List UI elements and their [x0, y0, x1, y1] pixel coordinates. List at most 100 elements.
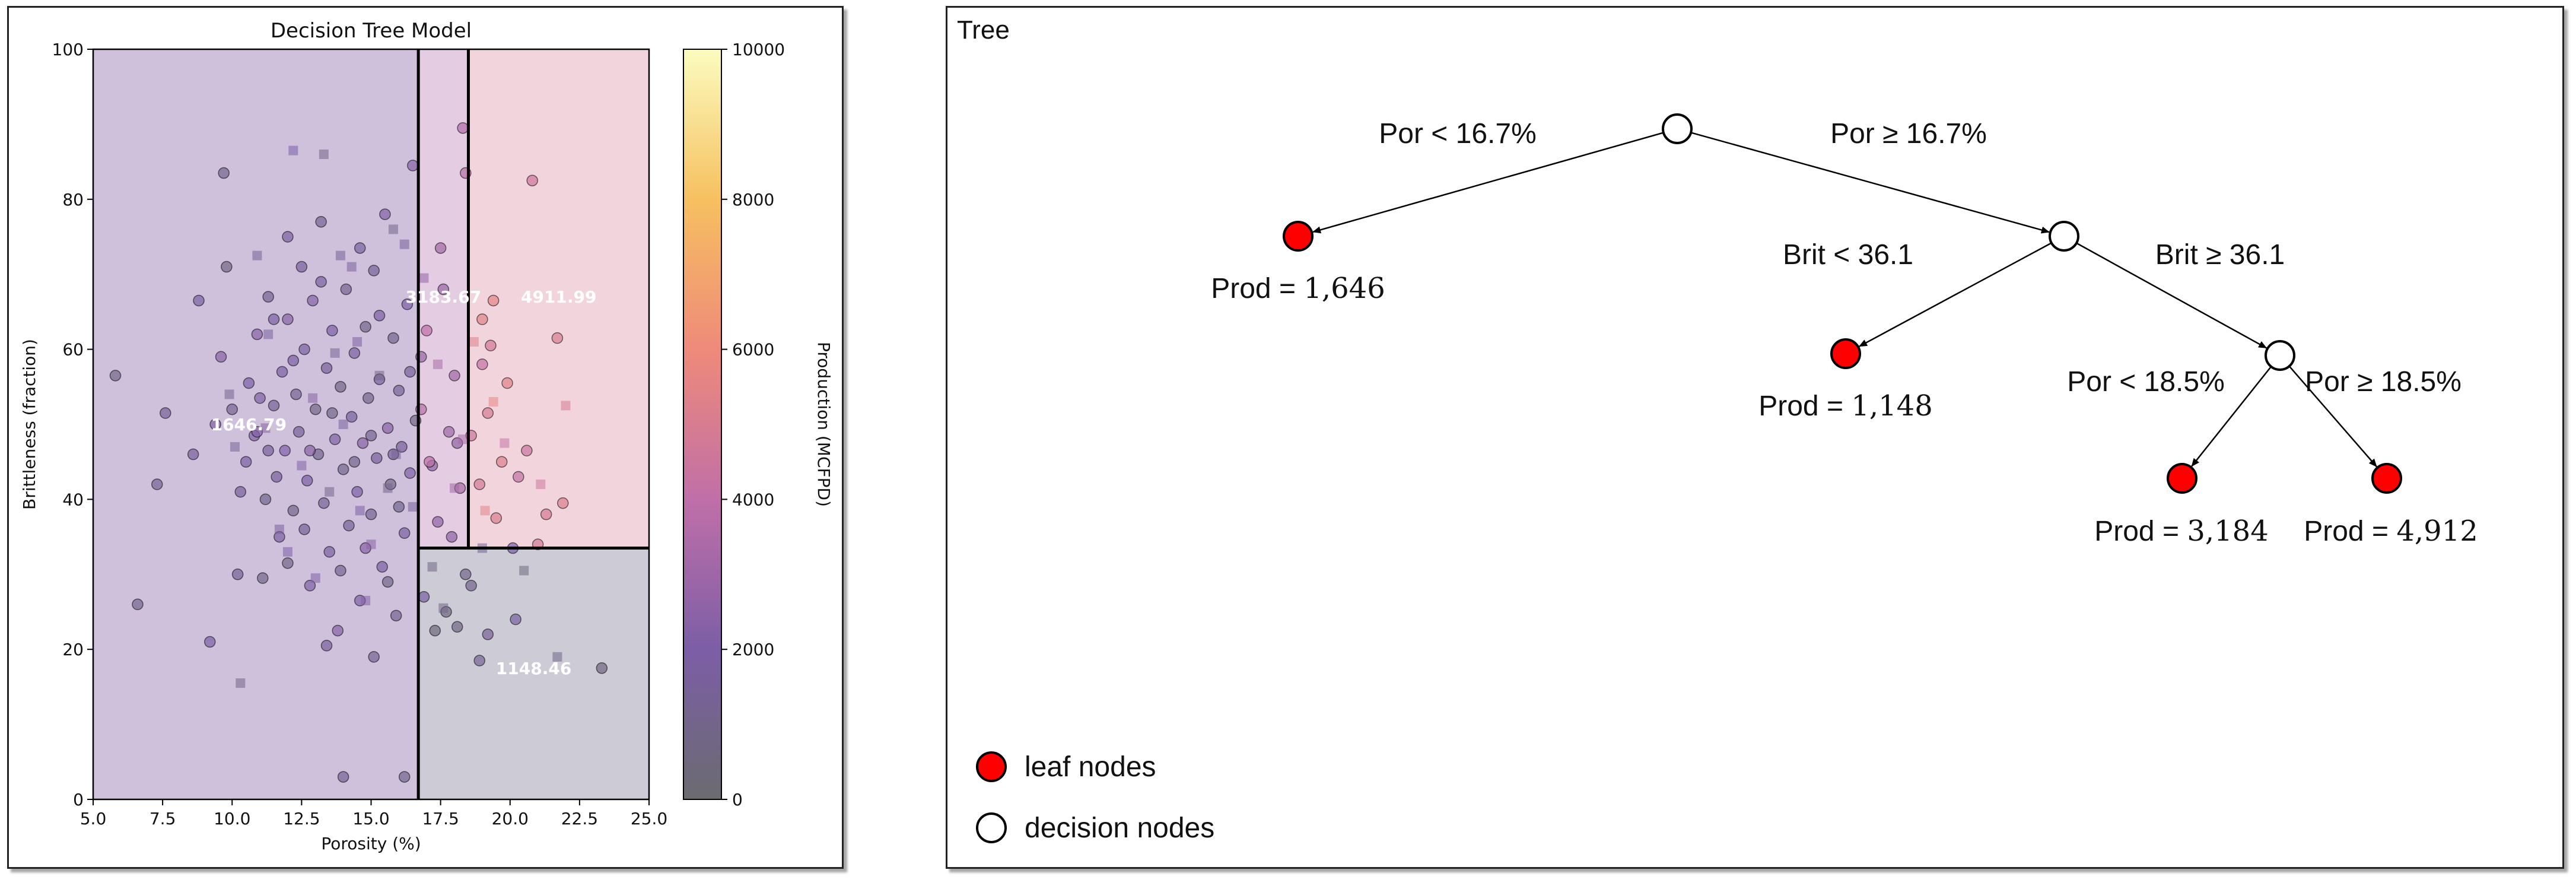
- colorbar-tick-label: 0: [732, 790, 743, 809]
- data-point: [368, 265, 380, 277]
- data-point: [438, 603, 449, 613]
- colorbar-tick-label: 4000: [732, 490, 774, 509]
- data-point: [282, 313, 294, 325]
- data-point: [279, 444, 291, 456]
- data-point: [469, 336, 479, 347]
- data-point: [396, 441, 408, 453]
- data-point: [374, 370, 384, 380]
- data-point: [325, 487, 335, 497]
- leaf-node: [1283, 221, 1314, 252]
- data-point: [340, 283, 352, 296]
- data-point: [495, 456, 508, 468]
- data-point: [360, 320, 371, 333]
- data-point: [419, 273, 429, 283]
- data-point: [338, 420, 348, 429]
- data-point: [429, 624, 441, 637]
- region-prediction-label: 1148.46: [496, 659, 572, 678]
- data-point: [490, 512, 503, 524]
- colorbar-label: Production (MCFPD): [814, 342, 834, 507]
- data-point: [282, 547, 292, 557]
- data-point: [292, 426, 305, 438]
- leaf-node: [2167, 463, 2197, 494]
- data-point: [487, 294, 500, 307]
- region-prediction-label: 3183.67: [406, 287, 482, 307]
- x-tick-label: 7.5: [150, 809, 176, 828]
- tree-title: Tree: [957, 15, 1010, 45]
- decision-node: [2265, 340, 2295, 371]
- data-point: [348, 456, 361, 468]
- tree-diagram: Tree Por < 16.7% Por ≥ 16.7% Brit < 36.1 Br…: [957, 15, 2478, 844]
- data-point: [500, 438, 510, 448]
- data-point: [432, 516, 444, 528]
- data-point: [404, 366, 416, 378]
- split-lines: [416, 49, 649, 799]
- x-tick-label: 10.0: [214, 809, 250, 828]
- data-point: [371, 452, 383, 464]
- x-tick-label: 22.5: [561, 809, 598, 828]
- data-point: [287, 354, 300, 367]
- data-point: [365, 430, 377, 442]
- data-point: [268, 399, 280, 412]
- decision-node: [1662, 113, 1693, 144]
- data-point: [320, 640, 333, 652]
- region-prediction-label: 1646.79: [211, 415, 287, 434]
- data-point: [391, 449, 401, 459]
- y-tick-label: 20: [62, 640, 84, 659]
- data-point: [252, 250, 262, 261]
- data-point: [418, 590, 430, 603]
- data-point: [236, 678, 246, 688]
- data-point: [383, 483, 393, 493]
- data-point: [521, 444, 533, 456]
- decision-tree-scatter-chart: 1646.79 1148.46 3183.67 4911.99 5.0 7.5 10.0 1…: [20, 19, 834, 853]
- x-tick-label: 25.0: [631, 809, 667, 828]
- data-point: [457, 122, 469, 134]
- y-axis-ticks: 0 20 40 60 80 100: [52, 40, 93, 809]
- data-point: [450, 483, 460, 493]
- data-point: [231, 569, 244, 580]
- data-point: [432, 359, 443, 369]
- data-point: [458, 434, 468, 444]
- region-prediction-label: 4911.99: [521, 287, 597, 307]
- data-point: [482, 628, 494, 640]
- y-axis-label: Brittleness (fraction): [20, 339, 39, 510]
- data-point: [308, 393, 318, 403]
- data-point: [226, 403, 238, 415]
- data-point: [243, 377, 255, 389]
- data-point: [519, 566, 529, 576]
- data-point: [398, 527, 411, 539]
- data-point: [408, 502, 418, 512]
- data-point: [482, 407, 494, 419]
- data-point: [552, 652, 562, 662]
- data-points: [109, 122, 608, 783]
- data-point: [393, 385, 405, 396]
- x-axis-ticks: 5.0 7.5 10.0 12.5 15.0 17.5 20.0 22.5 25.0: [80, 799, 667, 828]
- data-point: [262, 444, 274, 456]
- leaf-prediction-label: Prod = 1,148: [1758, 389, 1933, 423]
- colorbar-tick-label: 10000: [732, 40, 785, 59]
- data-point: [320, 362, 333, 374]
- data-point: [337, 463, 349, 475]
- data-point: [160, 407, 171, 419]
- data-point: [437, 283, 450, 296]
- x-tick-label: 5.0: [80, 809, 107, 828]
- data-point: [193, 294, 205, 307]
- data-point: [473, 478, 485, 490]
- data-point: [326, 407, 338, 419]
- colorbar-tick-label: 8000: [732, 190, 774, 209]
- data-point: [330, 348, 340, 358]
- decision-node: [2049, 221, 2079, 252]
- data-point: [355, 506, 365, 516]
- data-point: [460, 569, 472, 580]
- data-point: [254, 392, 266, 404]
- data-point: [335, 564, 346, 577]
- colorbar: [683, 49, 722, 800]
- data-point: [362, 392, 374, 404]
- leaf-node: [1830, 338, 1861, 369]
- data-point: [221, 261, 233, 273]
- data-point: [263, 329, 273, 339]
- data-point: [257, 572, 269, 584]
- colorbar-tick-label: 2000: [732, 640, 774, 659]
- data-point: [421, 325, 432, 336]
- edge-condition-label: Por < 16.7%: [1379, 118, 1537, 150]
- data-point: [337, 771, 349, 783]
